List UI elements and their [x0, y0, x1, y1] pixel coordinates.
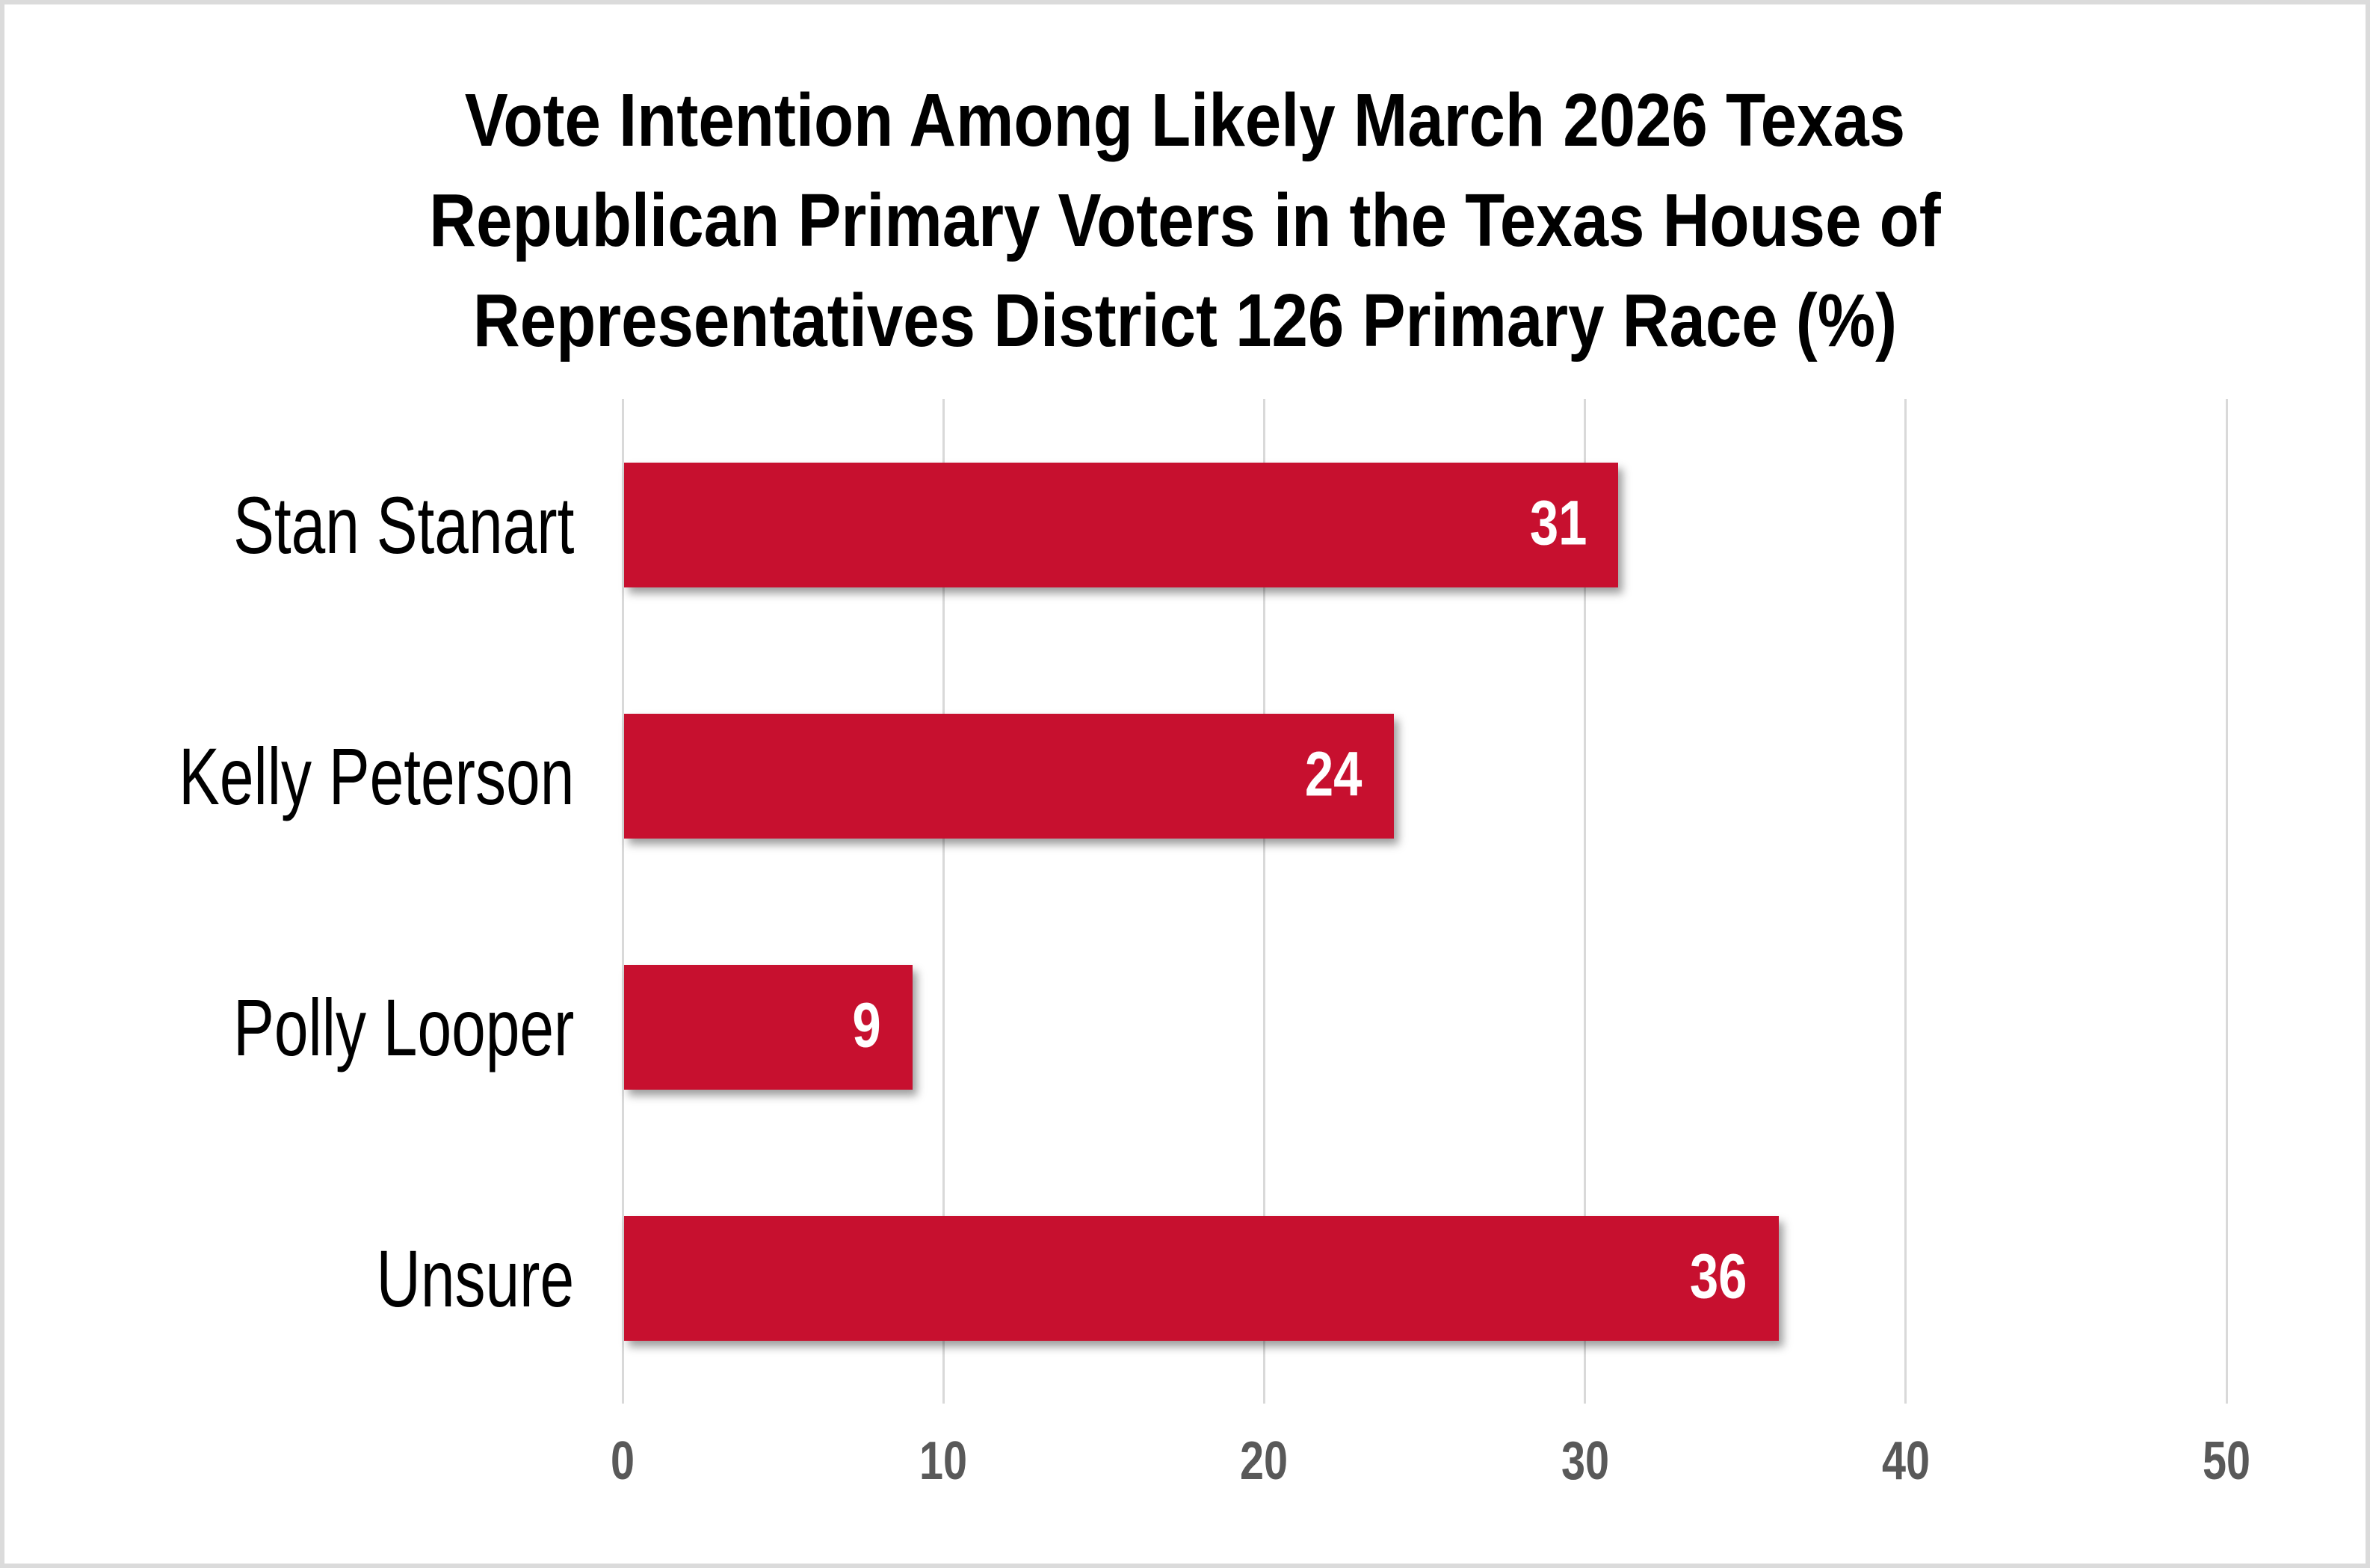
bar-stan-stanart: 31	[623, 462, 1619, 587]
category-label: Stan Stanart	[79, 463, 574, 587]
category-label-text: Polly Looper	[232, 981, 574, 1072]
chart-title: Vote Intention Among Likely March 2026 T…	[158, 70, 2212, 371]
gridline-x-50	[2225, 399, 2228, 1404]
category-label: Unsure	[79, 1216, 574, 1341]
category-label: Polly Looper	[79, 965, 574, 1090]
x-axis-tick-label: 0	[610, 1431, 635, 1491]
category-label-text: Unsure	[376, 1232, 574, 1324]
plot-area: 0 10 20 30 40 50 Stan Stanart 31 Kelly Peterson 2…	[4, 4, 2366, 1564]
chart-title-line-2: Republican Primary Voters in the Texas H…	[429, 179, 1941, 262]
bar-unsure: 36	[623, 1215, 1779, 1341]
gridline-x-30	[1584, 399, 1587, 1404]
category-label: Kelly Peterson	[79, 714, 574, 839]
bar-polly-looper: 9	[623, 964, 913, 1090]
x-axis-tick-label: 10	[919, 1431, 968, 1491]
x-axis-tick-label: 40	[1881, 1431, 1930, 1491]
gridline-x-10	[942, 399, 945, 1404]
bar-value-label: 31	[1529, 487, 1587, 558]
bar-value-label: 36	[1689, 1241, 1747, 1312]
gridline-x-20	[1262, 399, 1265, 1404]
category-label-text: Stan Stanart	[232, 479, 574, 570]
gridline-x-0	[621, 399, 624, 1404]
chart-title-line-1: Vote Intention Among Likely March 2026 T…	[464, 78, 1906, 162]
bar-value-label: 9	[852, 990, 881, 1061]
gridline-x-40	[1904, 399, 1907, 1404]
category-label-text: Kelly Peterson	[178, 730, 574, 821]
bar-kelly-peterson: 24	[623, 713, 1394, 839]
x-axis-tick-label: 30	[1561, 1431, 1609, 1491]
x-axis-tick-label: 20	[1240, 1431, 1289, 1491]
chart-title-line-3: Representatives District 126 Primary Rac…	[472, 279, 1898, 362]
x-axis-tick-label: 50	[2202, 1431, 2251, 1491]
bar-value-label: 24	[1304, 738, 1363, 809]
